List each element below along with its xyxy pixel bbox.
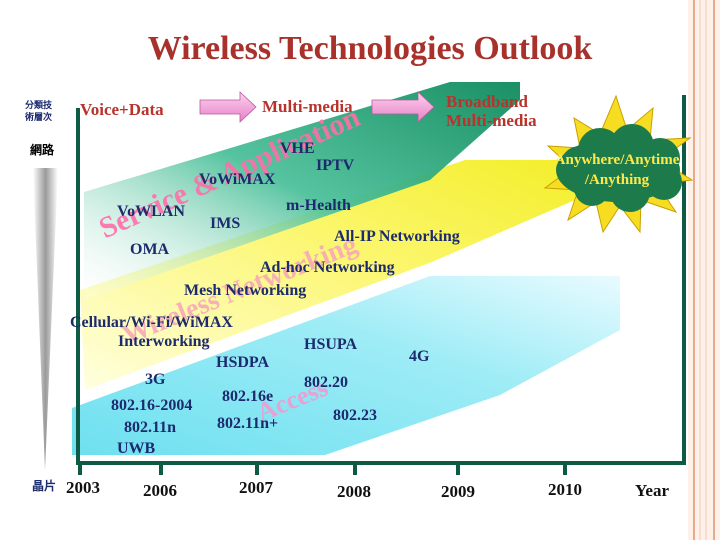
tech-hsupa: HSUPA <box>304 336 358 353</box>
phase-arrow-2 <box>371 91 435 123</box>
tech-hsdpa: HSDPA <box>216 354 270 371</box>
tech-interworking: Interworking <box>118 333 210 350</box>
tech-3g: 3G <box>145 371 166 388</box>
year-2008: 2008 <box>337 482 371 501</box>
phase-arrow-1 <box>199 91 257 123</box>
tech-allip: All-IP Networking <box>334 228 460 245</box>
year-2006: 2006 <box>143 481 177 500</box>
tech-802-23: 802.23 <box>333 407 377 424</box>
tech-adhoc: Ad-hoc Networking <box>260 259 395 276</box>
layer-label: 分類技 術層次 <box>25 101 53 123</box>
tech-uwb: UWB <box>117 440 156 457</box>
year-2007: 2007 <box>239 478 273 497</box>
year-2010: 2010 <box>548 480 582 499</box>
tech-802-16e: 802.16e <box>222 388 274 405</box>
tech-oma: OMA <box>130 241 170 258</box>
phase-voice-data: Voice+Data <box>80 100 164 119</box>
tech-vowimax: VoWiMAX <box>199 171 276 188</box>
chip-label: 晶片 <box>32 479 57 493</box>
tech-802-16-2004: 802.16-2004 <box>111 397 193 414</box>
layer-gradient-triangle <box>33 168 58 470</box>
networking-band <box>80 160 575 390</box>
tech-vhe: VHE <box>280 140 315 157</box>
tech-iptv: IPTV <box>316 157 355 174</box>
year-axis-label: Year <box>635 481 669 500</box>
tech-vowlan: VoWLAN <box>117 203 185 220</box>
tech-ims: IMS <box>210 215 241 232</box>
cloud-label: Anywhere/Anytime /Anything <box>554 152 680 188</box>
slide-title: Wireless Technologies Outlook <box>147 30 593 67</box>
tech-cellular: Cellular/Wi-Fi/WiMAX <box>70 314 233 331</box>
phase-multimedia: Multi-media <box>262 97 353 116</box>
right-edge-decoration <box>688 0 720 540</box>
tech-mhealth: m-Health <box>286 197 351 214</box>
access-band <box>72 276 620 455</box>
tech-802-11n-plus: 802.11n+ <box>217 415 279 432</box>
tech-4g: 4G <box>409 348 430 365</box>
year-2003: 2003 <box>66 478 100 497</box>
cloud-shape <box>556 124 682 212</box>
year-2009: 2009 <box>441 482 475 501</box>
service-band <box>84 82 520 300</box>
phase-broadband: Broadband Multi-media <box>446 92 537 130</box>
network-label: 網路 <box>30 143 55 157</box>
tech-802-11n: 802.11n <box>124 419 177 436</box>
tech-802-20: 802.20 <box>304 374 348 391</box>
tech-mesh: Mesh Networking <box>184 282 307 299</box>
